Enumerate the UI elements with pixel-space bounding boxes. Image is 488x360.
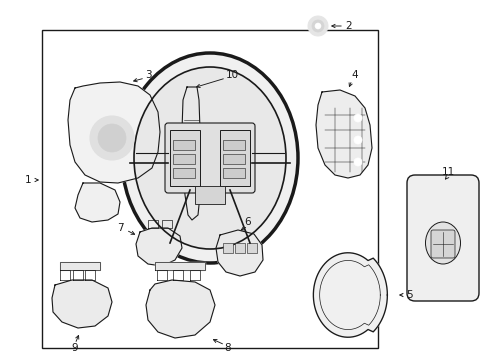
Ellipse shape [425, 222, 460, 264]
FancyBboxPatch shape [406, 175, 478, 301]
Polygon shape [146, 280, 215, 338]
Bar [223, 168, 244, 178]
Polygon shape [313, 253, 386, 337]
Text: 2: 2 [345, 21, 351, 31]
Text: 5: 5 [405, 290, 412, 300]
Text: 9: 9 [72, 343, 78, 353]
Text: 11: 11 [441, 167, 454, 177]
Polygon shape [155, 262, 204, 270]
Circle shape [353, 114, 361, 122]
Circle shape [90, 116, 134, 160]
FancyBboxPatch shape [430, 230, 454, 258]
Bar [223, 154, 244, 164]
Polygon shape [315, 90, 371, 178]
Bar [42, 30, 377, 348]
Ellipse shape [134, 67, 285, 249]
Text: 8: 8 [224, 343, 231, 353]
Bar [223, 140, 244, 150]
Bar [170, 130, 200, 186]
Text: 3: 3 [144, 70, 151, 80]
FancyBboxPatch shape [164, 123, 254, 193]
Circle shape [307, 16, 327, 36]
Circle shape [353, 158, 361, 166]
Text: 1: 1 [24, 175, 31, 185]
Polygon shape [60, 262, 100, 270]
Bar [173, 140, 195, 150]
Bar [246, 243, 257, 253]
Circle shape [314, 23, 320, 29]
Polygon shape [75, 183, 120, 222]
Polygon shape [52, 280, 112, 328]
Bar [195, 186, 224, 204]
Bar [220, 130, 249, 186]
Ellipse shape [122, 53, 297, 263]
Circle shape [353, 136, 361, 144]
Polygon shape [182, 87, 201, 220]
Circle shape [311, 20, 324, 32]
Text: 6: 6 [244, 217, 251, 227]
Polygon shape [136, 228, 182, 266]
Text: 7: 7 [117, 223, 123, 233]
Text: 4: 4 [351, 70, 358, 80]
Polygon shape [68, 82, 160, 183]
Bar [173, 168, 195, 178]
Bar [223, 243, 232, 253]
Text: 10: 10 [225, 70, 238, 80]
Bar [235, 243, 244, 253]
Bar [173, 154, 195, 164]
Polygon shape [216, 230, 263, 276]
Circle shape [98, 124, 126, 152]
